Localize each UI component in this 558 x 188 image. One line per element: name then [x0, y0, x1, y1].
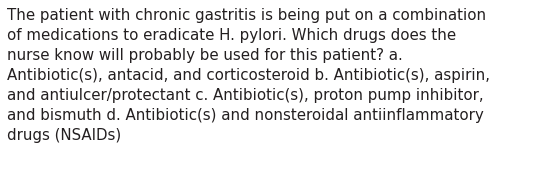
Text: The patient with chronic gastritis is being put on a combination
of medications : The patient with chronic gastritis is be… [7, 8, 490, 143]
